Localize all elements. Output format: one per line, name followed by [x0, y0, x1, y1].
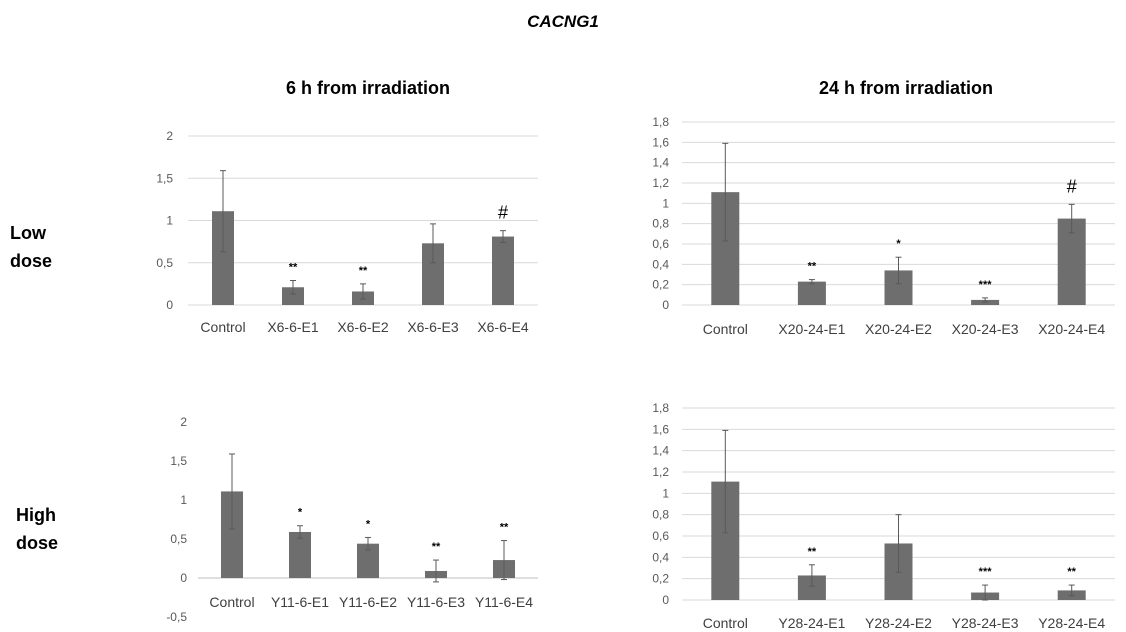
- y-tick-label: 1,5: [156, 171, 173, 185]
- row-label-high-dose: High dose: [16, 501, 58, 557]
- bar: [492, 236, 514, 305]
- bar: [221, 491, 243, 578]
- category-label: Y28-24-E1: [778, 615, 845, 631]
- row-label-low-line2: dose: [10, 251, 53, 271]
- bar: [357, 543, 379, 578]
- bar: [282, 287, 304, 305]
- y-tick-label: 1,6: [652, 135, 669, 149]
- category-label: X6-6-E2: [337, 319, 389, 335]
- y-tick-label: 0,2: [652, 278, 669, 292]
- y-tick-label: 1: [662, 196, 669, 210]
- significance-stars: **: [432, 541, 441, 553]
- y-tick-label: 0: [180, 571, 187, 585]
- y-tick-label: 0,8: [652, 508, 669, 522]
- category-label: Y28-24-E3: [952, 615, 1019, 631]
- y-tick-label: 0,2: [652, 572, 669, 586]
- significance-hash: #: [1067, 176, 1077, 196]
- category-label: Control: [703, 615, 748, 631]
- y-tick-label: 1,8: [652, 115, 669, 129]
- bar: [289, 531, 311, 578]
- y-tick-label: 0,5: [170, 532, 187, 546]
- category-label: Y11-6-E2: [339, 594, 397, 610]
- y-tick-label: 0,4: [652, 257, 669, 271]
- bar: [971, 299, 1000, 305]
- category-label: Control: [200, 319, 245, 335]
- y-tick-label: 1,5: [170, 454, 187, 468]
- bar: [212, 211, 234, 305]
- y-tick-label: 2: [180, 415, 187, 429]
- significance-stars: *: [366, 518, 371, 530]
- significance-stars: **: [808, 546, 817, 558]
- significance-stars: **: [289, 261, 298, 273]
- category-label: X20-24-E4: [1038, 321, 1105, 337]
- bar: [797, 281, 826, 305]
- significance-stars: *: [896, 238, 901, 250]
- y-tick-label: 1,2: [652, 465, 669, 479]
- y-tick-label: 1,6: [652, 422, 669, 436]
- significance-stars: ***: [979, 279, 993, 291]
- significance-hash: #: [498, 203, 508, 223]
- category-label: X6-6-E3: [407, 319, 459, 335]
- y-tick-label: 1: [662, 486, 669, 500]
- category-label: X6-6-E1: [267, 319, 319, 335]
- y-tick-label: 2: [166, 129, 173, 143]
- category-label: Y28-24-E4: [1038, 615, 1105, 631]
- y-tick-label: 1,4: [652, 444, 669, 458]
- y-tick-label: 1,8: [652, 401, 669, 415]
- y-tick-label: 1: [180, 493, 187, 507]
- significance-stars: **: [1067, 566, 1076, 578]
- significance-stars: *: [298, 507, 303, 519]
- significance-stars: ***: [979, 566, 993, 578]
- row-label-low-line1: Low: [10, 223, 46, 243]
- significance-stars: **: [500, 522, 509, 534]
- column-title-6h: 6 h from irradiation: [285, 78, 451, 98]
- y-tick-label: 0: [662, 593, 669, 607]
- row-label-low-dose: Low dose: [10, 219, 52, 275]
- category-label: X20-24-E1: [778, 321, 845, 337]
- category-label: X20-24-E3: [952, 321, 1019, 337]
- significance-stars: **: [359, 265, 368, 277]
- significance-stars: **: [808, 261, 817, 273]
- category-label: X6-6-E4: [477, 319, 529, 335]
- y-tick-label: 1,2: [652, 176, 669, 190]
- y-tick-label: -0,5: [166, 610, 187, 624]
- category-label: Y11-6-E4: [475, 594, 533, 610]
- bar: [422, 243, 444, 305]
- y-tick-label: 1: [166, 214, 173, 228]
- category-label: Y11-6-E3: [407, 594, 465, 610]
- category-label: Control: [209, 594, 254, 610]
- category-label: Control: [703, 321, 748, 337]
- y-tick-label: 0: [166, 298, 173, 312]
- y-tick-label: 0,8: [652, 217, 669, 231]
- y-tick-label: 0,6: [652, 529, 669, 543]
- row-label-high-line2: dose: [16, 533, 59, 553]
- row-label-high-line1: High: [16, 505, 56, 525]
- column-title-24h: 24 h from irradiation: [818, 78, 994, 98]
- category-label: Y28-24-E2: [865, 615, 932, 631]
- y-tick-label: 0,5: [156, 256, 173, 270]
- y-tick-label: 0,6: [652, 237, 669, 251]
- y-tick-label: 1,4: [652, 156, 669, 170]
- figure-title: CACNG1: [527, 12, 599, 31]
- category-label: Y11-6-E1: [271, 594, 329, 610]
- y-tick-label: 0: [662, 298, 669, 312]
- y-tick-label: 0,4: [652, 550, 669, 564]
- category-label: X20-24-E2: [865, 321, 932, 337]
